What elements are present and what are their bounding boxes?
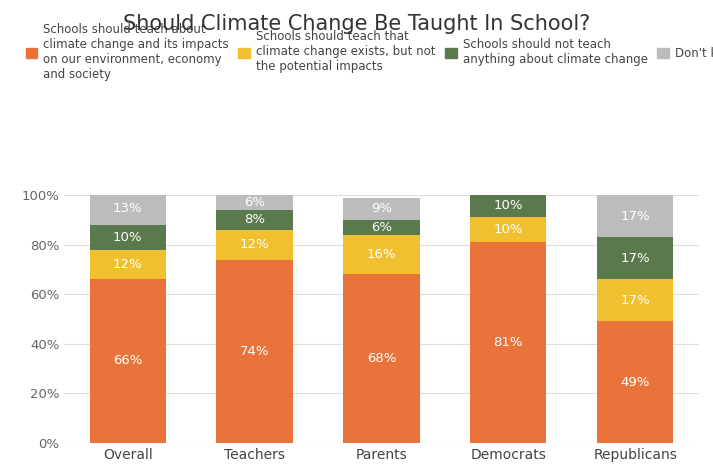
Text: 8%: 8% (244, 213, 265, 227)
Bar (344, 220, 419, 235)
Text: 13%: 13% (113, 202, 143, 215)
Bar (344, 235, 419, 274)
Text: 7%: 7% (498, 178, 519, 190)
Text: 10%: 10% (493, 198, 523, 211)
Text: 49%: 49% (620, 376, 650, 388)
Bar (597, 237, 673, 279)
Bar (217, 210, 292, 230)
Text: Should Climate Change Be Taught In School?: Should Climate Change Be Taught In Schoo… (123, 14, 590, 34)
Text: 6%: 6% (244, 196, 265, 209)
Text: 74%: 74% (240, 345, 270, 357)
Text: 66%: 66% (113, 355, 143, 367)
Text: 17%: 17% (620, 252, 650, 265)
Text: 6%: 6% (371, 221, 392, 234)
Text: 16%: 16% (366, 248, 396, 261)
Text: 68%: 68% (366, 352, 396, 365)
Bar (597, 195, 673, 237)
Bar (471, 193, 546, 218)
Text: 10%: 10% (493, 223, 523, 236)
Bar (344, 198, 419, 220)
Bar (471, 218, 546, 242)
Bar (597, 321, 673, 443)
Text: 10%: 10% (113, 231, 143, 244)
Text: 9%: 9% (371, 202, 392, 215)
Text: 17%: 17% (620, 210, 650, 223)
Bar (471, 175, 546, 193)
Text: 12%: 12% (113, 258, 143, 271)
Bar (344, 274, 419, 443)
Legend: Schools should teach about
climate change and its impacts
on our environment, ec: Schools should teach about climate chang… (26, 23, 713, 81)
Bar (90, 193, 165, 225)
Bar (471, 242, 546, 443)
Text: 81%: 81% (493, 336, 523, 349)
Bar (90, 225, 165, 249)
Bar (217, 259, 292, 443)
Bar (90, 249, 165, 279)
Bar (217, 230, 292, 259)
Text: 12%: 12% (240, 238, 270, 251)
Text: 17%: 17% (620, 294, 650, 307)
Bar (90, 279, 165, 443)
Bar (217, 195, 292, 210)
Bar (597, 279, 673, 321)
